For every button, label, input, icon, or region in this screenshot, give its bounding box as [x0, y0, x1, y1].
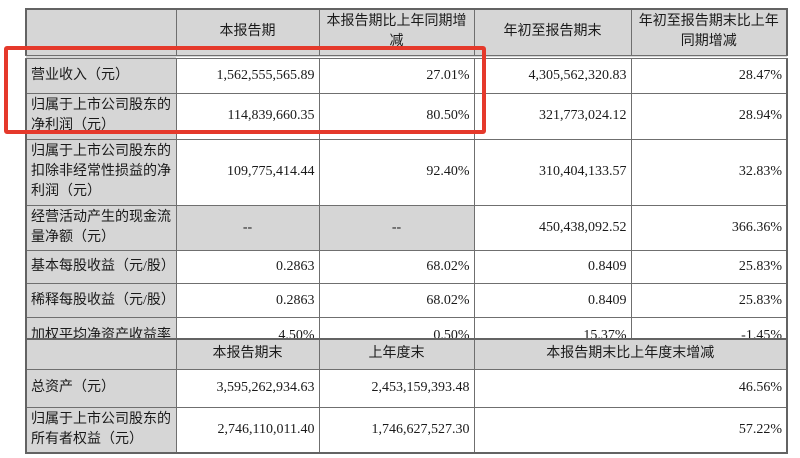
- cell-ytd: 321,773,024.12: [473, 93, 632, 140]
- table-row-diluted-eps: 稀释每股收益（元/股） 0.2863 68.02% 0.8409 25.83%: [25, 283, 788, 319]
- cell-ytd-yoy: 28.94%: [630, 93, 788, 140]
- cell-change: 46.56%: [473, 368, 788, 408]
- cell-ytd-yoy: 32.83%: [630, 138, 788, 206]
- cell-prev-year-end: 1,746,627,527.30: [318, 406, 475, 454]
- cell-prev-year-end: 2,453,159,393.48: [318, 368, 475, 408]
- cell-ytd-yoy: 28.47%: [630, 56, 788, 95]
- row-label: 经营活动产生的现金流量净额（元）: [25, 204, 177, 252]
- row-label: 归属于上市公司股东的扣除非经常性损益的净利润（元）: [25, 138, 177, 206]
- table-row-deducted-net-profit: 归属于上市公司股东的扣除非经常性损益的净利润（元） 109,775,414.44…: [25, 138, 788, 206]
- cell-change: 57.22%: [473, 406, 788, 454]
- table-row-net-profit: 归属于上市公司股东的净利润（元） 114,839,660.35 80.50% 3…: [25, 93, 788, 140]
- balance-sheet-summary-table: 本报告期末 上年度末 本报告期末比上年度末增减 总资产（元） 3,595,262…: [25, 338, 788, 455]
- cell-ytd-yoy: 25.83%: [630, 250, 788, 285]
- cell-period-yoy: 92.40%: [318, 138, 475, 206]
- cell-ytd-yoy: 366.36%: [630, 204, 788, 252]
- row-label: 归属于上市公司股东的所有者权益（元）: [25, 406, 177, 454]
- cell-ytd: 310,404,133.57: [473, 138, 632, 206]
- cell-period: --: [175, 204, 320, 252]
- row-label: 归属于上市公司股东的净利润（元）: [25, 93, 177, 140]
- table2-header-row: 本报告期末 上年度末 本报告期末比上年度末增减: [25, 338, 788, 370]
- cell-period-yoy: 27.01%: [318, 56, 475, 95]
- table-row-total-assets: 总资产（元） 3,595,262,934.63 2,453,159,393.48…: [25, 368, 788, 408]
- table-row-operating-revenue: 营业收入（元） 1,562,555,565.89 27.01% 4,305,56…: [25, 56, 788, 95]
- table1-corner-cell: [25, 8, 177, 59]
- row-label: 基本每股收益（元/股）: [25, 250, 177, 285]
- col-header-ytd-yoy: 年初至报告期末比上年同期增减: [630, 8, 788, 59]
- col-header-ytd: 年初至报告期末: [473, 8, 632, 59]
- col-header-period-yoy: 本报告期比上年同期增减: [318, 8, 475, 59]
- cell-period-yoy: 68.02%: [318, 250, 475, 285]
- col-header-prev-year-end: 上年度末: [318, 338, 475, 370]
- cell-ytd-yoy: 25.83%: [630, 283, 788, 319]
- cell-period: 109,775,414.44: [175, 138, 320, 206]
- cell-period: 0.2863: [175, 250, 320, 285]
- table2-corner-cell: [25, 338, 177, 370]
- cell-ytd: 450,438,092.52: [473, 204, 632, 252]
- cell-period: 1,562,555,565.89: [175, 56, 320, 95]
- cell-period-end: 3,595,262,934.63: [175, 368, 320, 408]
- table-row-operating-cash-flow: 经营活动产生的现金流量净额（元） -- -- 450,438,092.52 36…: [25, 204, 788, 252]
- cell-period-yoy: 68.02%: [318, 283, 475, 319]
- quarterly-financials-table: 本报告期 本报告期比上年同期增减 年初至报告期末 年初至报告期末比上年同期增减 …: [25, 8, 788, 357]
- table-row-basic-eps: 基本每股收益（元/股） 0.2863 68.02% 0.8409 25.83%: [25, 250, 788, 285]
- col-header-change: 本报告期末比上年度末增减: [473, 338, 788, 370]
- cell-period-yoy: --: [318, 204, 475, 252]
- cell-ytd: 0.8409: [473, 250, 632, 285]
- cell-period-end: 2,746,110,011.40: [175, 406, 320, 454]
- row-label: 总资产（元）: [25, 368, 177, 408]
- cell-period: 0.2863: [175, 283, 320, 319]
- row-label: 稀释每股收益（元/股）: [25, 283, 177, 319]
- cell-period-yoy: 80.50%: [318, 93, 475, 140]
- cell-ytd: 4,305,562,320.83: [473, 56, 632, 95]
- col-header-period: 本报告期: [175, 8, 320, 59]
- cell-period: 114,839,660.35: [175, 93, 320, 140]
- row-label: 营业收入（元）: [25, 56, 177, 95]
- table1-header-row: 本报告期 本报告期比上年同期增减 年初至报告期末 年初至报告期末比上年同期增减: [25, 8, 788, 59]
- table-row-owners-equity: 归属于上市公司股东的所有者权益（元） 2,746,110,011.40 1,74…: [25, 406, 788, 454]
- col-header-period-end: 本报告期末: [175, 338, 320, 370]
- cell-ytd: 0.8409: [473, 283, 632, 319]
